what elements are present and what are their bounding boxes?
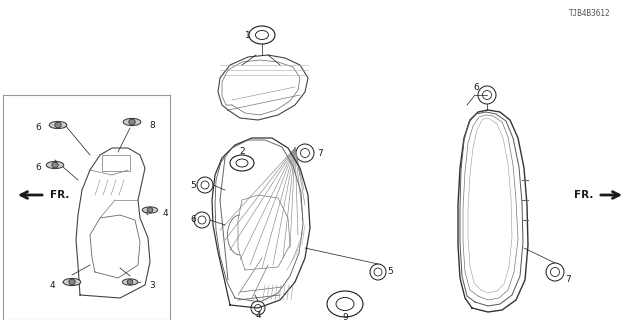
Bar bbox=[102, 155, 130, 171]
Text: 4: 4 bbox=[162, 209, 168, 218]
Text: 7: 7 bbox=[565, 276, 571, 284]
Ellipse shape bbox=[147, 208, 153, 212]
Text: 8: 8 bbox=[149, 121, 155, 130]
Text: 6: 6 bbox=[35, 124, 41, 132]
Text: 6: 6 bbox=[473, 84, 479, 92]
Text: FR.: FR. bbox=[50, 190, 69, 200]
Ellipse shape bbox=[52, 162, 58, 168]
Ellipse shape bbox=[69, 279, 76, 285]
Ellipse shape bbox=[49, 121, 67, 129]
Text: FR.: FR. bbox=[573, 190, 593, 200]
Text: 9: 9 bbox=[342, 313, 348, 320]
Ellipse shape bbox=[127, 280, 133, 284]
Ellipse shape bbox=[129, 119, 135, 125]
Text: 7: 7 bbox=[317, 148, 323, 157]
Text: 3: 3 bbox=[149, 281, 155, 290]
Text: 6: 6 bbox=[190, 215, 196, 225]
Text: 2: 2 bbox=[239, 148, 245, 156]
Ellipse shape bbox=[46, 161, 64, 169]
Text: 5: 5 bbox=[387, 268, 393, 276]
Text: 5: 5 bbox=[190, 180, 196, 189]
Ellipse shape bbox=[142, 207, 157, 213]
Ellipse shape bbox=[122, 279, 138, 285]
Text: 1: 1 bbox=[245, 30, 251, 39]
Ellipse shape bbox=[123, 118, 141, 125]
Text: 4: 4 bbox=[49, 281, 55, 290]
Ellipse shape bbox=[55, 122, 61, 128]
Ellipse shape bbox=[63, 278, 81, 285]
Text: 4: 4 bbox=[255, 311, 261, 320]
Text: TJB4B3612: TJB4B3612 bbox=[569, 9, 611, 18]
Text: 6: 6 bbox=[35, 164, 41, 172]
